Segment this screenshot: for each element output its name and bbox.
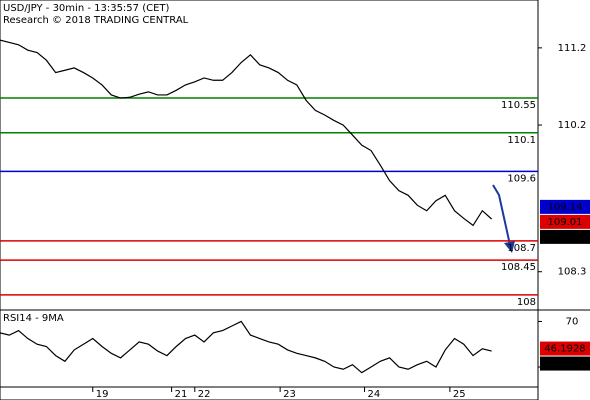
y-tick-label: 111.2 bbox=[558, 43, 587, 54]
x-tick-label: 19 bbox=[96, 389, 109, 400]
x-tick-label: 24 bbox=[368, 389, 381, 400]
chart-subtitle: Research © 2018 TRADING CENTRAL bbox=[3, 15, 189, 26]
y-tick-label: 110.2 bbox=[558, 120, 587, 131]
price-badge bbox=[540, 341, 590, 356]
price-badge-label: 109.01 bbox=[548, 217, 583, 228]
rsi-title: RSI14 - 9MA bbox=[3, 313, 64, 324]
level-label: 110.55 bbox=[501, 100, 536, 111]
price-badge-label: 46.1928 bbox=[544, 344, 585, 355]
price-line bbox=[0, 39, 493, 227]
price-badge bbox=[540, 356, 590, 371]
price-line bbox=[0, 320, 492, 374]
x-tick-label: 21 bbox=[175, 389, 188, 400]
price-badge bbox=[540, 229, 590, 244]
forecast-arrow-head bbox=[504, 241, 515, 253]
price-badge bbox=[540, 199, 590, 214]
y-tick-label: 70 bbox=[566, 316, 579, 327]
forecast-arrow bbox=[492, 184, 511, 246]
price-badge bbox=[540, 214, 590, 229]
level-label: 108 bbox=[517, 297, 536, 308]
y-tick-label: 108.3 bbox=[558, 267, 587, 278]
price-badge-label: 43.9618 bbox=[544, 359, 585, 370]
level-label: 108.7 bbox=[507, 243, 536, 254]
x-tick-label: 23 bbox=[283, 389, 296, 400]
level-label: 110.1 bbox=[507, 135, 536, 146]
level-label: 109.6 bbox=[507, 173, 536, 184]
price-badge-label: 108.983 bbox=[544, 232, 585, 243]
x-tick-label: 25 bbox=[453, 389, 466, 400]
chart-title: USD/JPY - 30min - 13:35:57 (CET) bbox=[3, 3, 170, 14]
level-label: 108.45 bbox=[501, 262, 536, 273]
price-badge-label: 109.14 bbox=[548, 202, 583, 213]
x-tick-label: 22 bbox=[198, 389, 211, 400]
